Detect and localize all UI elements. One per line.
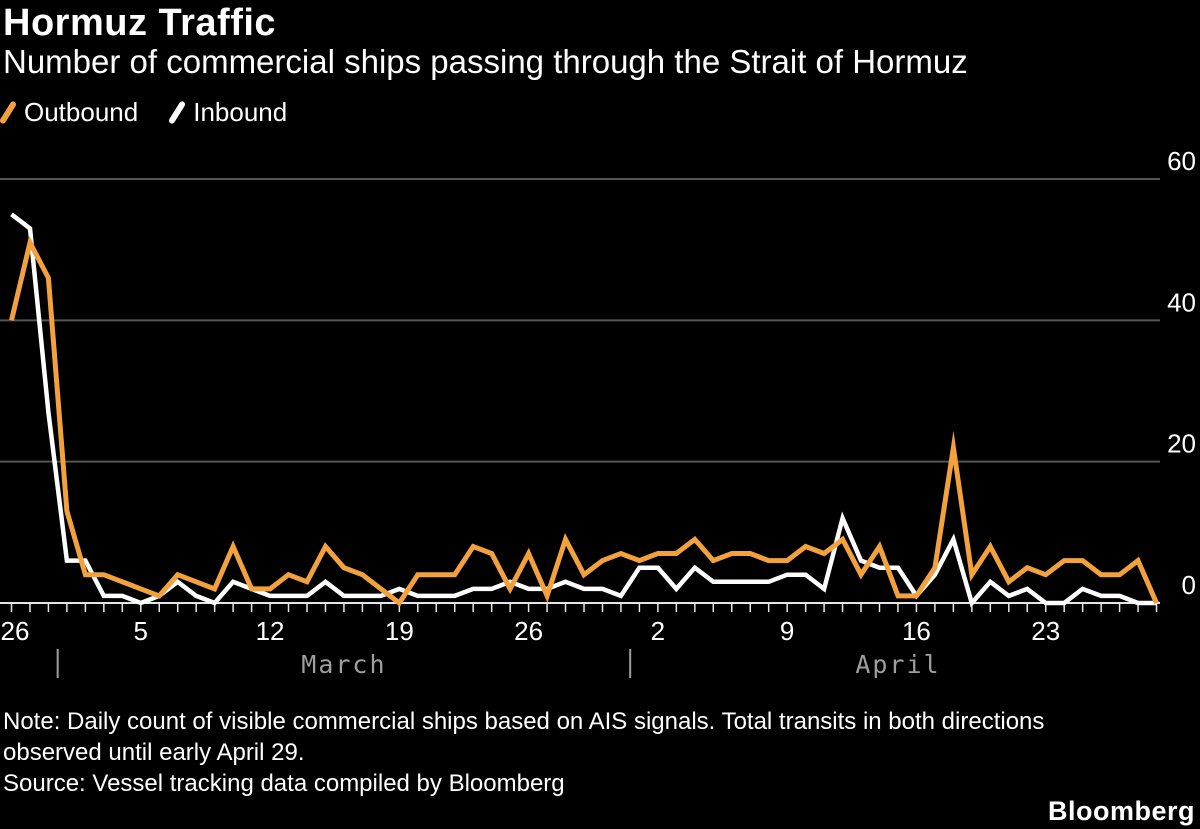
y-gridlines [0,178,1160,463]
month-label: April [855,650,940,679]
x-tick-label: 26 [1,616,30,646]
footnote: Note: Daily count of visible commercial … [3,706,1044,799]
x-tick-label: 5 [134,616,148,646]
x-tick-label: 16 [902,616,931,646]
month-labels: March April [56,649,940,679]
chart-title: Hormuz Traffic [3,2,277,44]
x-axis-labels: 26 5 12 19 26 2 9 16 23 [1,616,1061,646]
bloomberg-logo: Bloomberg [1047,796,1195,826]
y-axis-labels: 0 20 40 60 [1167,146,1196,600]
legend-label-outbound: Outbound [24,97,139,127]
legend-item-outbound: Outbound [0,97,139,128]
month-label: March [301,650,386,679]
legend-item-inbound: Inbound [168,97,288,128]
y-tick-label: 0 [1182,570,1196,600]
x-tick-label: 26 [514,616,543,646]
legend-label-inbound: Inbound [193,97,288,127]
footnote-line-2: observed until early April 29. [3,739,305,766]
x-tick-label: 12 [256,616,285,646]
inbound-line [10,212,1157,608]
x-tick-label: 2 [651,616,665,646]
x-tick-label: 9 [780,616,794,646]
y-tick-label: 60 [1167,146,1196,176]
source-line: Source: Vessel tracking data compiled by… [3,770,565,797]
x-tick-label: 19 [385,616,414,646]
y-tick-label: 40 [1167,287,1196,317]
x-tick-label: 23 [1031,616,1060,646]
footnote-line-1: Note: Daily count of visible commercial … [3,708,1045,735]
chart-subtitle: Number of commercial ships passing throu… [3,43,968,80]
x-axis [0,602,1160,612]
outbound-line [9,235,1159,607]
legend: Outbound Inbound [0,97,288,128]
y-tick-label: 20 [1167,429,1196,459]
